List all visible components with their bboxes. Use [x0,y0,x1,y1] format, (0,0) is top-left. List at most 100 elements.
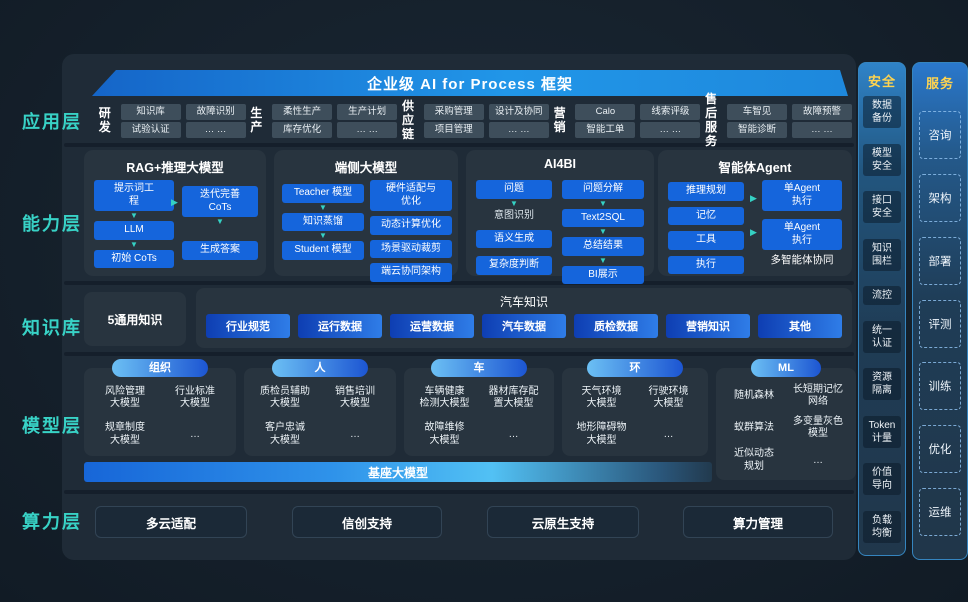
step-button: 单Agent 执行 [762,219,842,250]
step-button: Student 模型 [282,241,364,260]
step-button: 提示词工 程 [94,180,174,211]
model-cell: 故障维修 大模型 [424,422,465,446]
model-cell: 风险管理 大模型 [105,385,145,410]
security-item: 流控 [863,286,901,306]
step-button: 端云协同架构 [370,263,452,282]
app-chip: 线索评级 … … [640,104,701,138]
arrow-down-icon: ▼ [319,202,327,212]
knowledge-button-row: 行业规范 运行数据 运营数据 汽车数据 质检数据 营销知识 其他 [206,314,842,338]
security-items: 数据 备份 模型 安全 接口 安全 知识 围栏 流控 统一 认证 资源 隔离 T… [859,90,905,555]
layer-label-compute: 算力层 [22,512,82,532]
model-cell: 客户忠诚 大模型 [265,422,305,446]
app-domain-label: 生产 [250,106,263,134]
arrow-down-icon: ▼ [510,198,518,208]
chip-line: Calo [575,104,636,120]
model-group-people: 人 质检员辅助 大模型 销售培训 大模型 客户忠诚 大模型 … [244,359,396,456]
chip-line: 项目管理 [423,121,484,138]
step-button: 语义生成 [476,229,552,248]
model-group-ml: ML 随机森林 长短期记忆 网络 蚁群算法 多变量灰色 模型 近似动态 规划 … [716,359,856,480]
arrow-down-icon: ▼ [599,255,607,265]
service-item: 训练 [919,362,961,411]
security-column: 安全 数据 备份 模型 安全 接口 安全 知识 围栏 流控 统一 认证 资源 隔… [858,62,906,556]
compute-item: 算力管理 [683,506,833,538]
app-chip: 设计及协同 … … [488,104,549,138]
general-knowledge-box: 5通用知识 [84,292,186,346]
security-item: 资源 隔离 [863,368,901,401]
model-cell: 随机森林 [734,389,774,401]
base-model-bar: 基座大模型 [84,462,712,482]
box-title: 端侧大模型 [334,161,398,175]
app-group-supply-chain: 供应 链 采购管理 项目管理 设计及协同 … … [397,99,549,141]
chip-line: 智能工单 [575,122,636,138]
page-title: 企业级 AI for Process 框架 [366,75,574,93]
step-text: 意图识别 [494,209,534,221]
step-button: 场景驱动裁剪 [370,239,452,258]
chip-line: 车智见 [726,104,787,120]
title-banner: 企业级 AI for Process 框架 [92,70,848,96]
service-item: 评测 [919,299,961,348]
model-cell: 多变量灰色 模型 [793,415,843,440]
compute-item: 云原生支持 [487,506,639,538]
knowledge-button: 运行数据 [298,314,382,338]
app-chip: 故障预警 … … [791,104,852,138]
model-cell: 行驶环境 大模型 [648,385,689,410]
security-title: 安全 [867,74,896,89]
model-cell: 规章制度 大模型 [105,422,145,446]
service-item: 优化 [919,425,961,474]
chip-line: 故障预警 [791,104,852,120]
app-group-production: 生产 柔性生产 库存优化 生产计划 … … [246,104,398,138]
model-cell: … [350,428,360,440]
compute-item: 信创支持 [292,506,442,538]
app-domain-label: 供应 链 [401,99,414,141]
app-group-rd: 研发 知识库 试验认证 故障识别 … … [94,104,246,138]
app-group-marketing: 营销 Calo 智能工单 线索评级 … … [549,104,701,138]
box-title: AI4BI [544,157,576,171]
chip-line: … … [488,121,549,138]
app-chip: 柔性生产 库存优化 [272,104,333,138]
security-item: 知识 围栏 [863,238,901,271]
ai4bi-box: AI4BI 问题 ▼ 意图识别 语义生成 复杂度判断 问题分解 ▼ Text2S… [466,150,654,284]
service-items: 咨询 架构 部署 评测 训练 优化 运维 [913,96,967,559]
model-cell: 质检员辅助 大模型 [260,385,310,410]
service-item: 咨询 [919,110,961,159]
group-pill: 环 [587,359,683,377]
model-cell: 器材库存配 置大模型 [488,385,539,410]
arrow-right-icon: ▶ [750,193,757,203]
arrow-down-icon: ▼ [319,231,327,240]
chip-line: 知识库 [120,104,181,120]
layer-divider [64,490,854,494]
group-pill: 人 [272,359,368,377]
chip-line: 生产计划 [337,104,398,120]
knowledge-button: 运营数据 [390,314,474,338]
layer-divider [64,281,854,285]
layer-divider [64,143,854,147]
service-column: 服务 咨询 架构 部署 评测 训练 优化 运维 [912,62,968,560]
model-cell: 蚁群算法 [734,422,774,434]
model-cell: … [663,428,674,440]
group-pill: 组织 [112,359,208,377]
security-item: 统一 认证 [863,320,901,353]
step-button: 推理规划 [668,182,744,201]
app-chip: 故障识别 … … [185,104,246,138]
step-button: BI展示 [562,265,644,284]
chip-line: … … [791,122,852,138]
step-button: 迭代完善 CoTs [182,186,258,217]
step-button: 动态计算优化 [370,216,452,235]
arrow-down-icon: ▼ [599,227,607,236]
general-knowledge-label: 5通用知识 [107,312,163,327]
model-group-vehicle: 车 车辆健康 检测大模型 器材库存配 置大模型 故障维修 大模型 … [404,359,554,456]
model-cell: 近似动态 规划 [734,448,774,472]
step-button: 记忆 [668,206,744,225]
chip-line: 采购管理 [423,104,484,120]
service-item: 部署 [919,236,961,285]
model-cell: … [190,428,200,440]
app-domain-label: 研发 [98,106,111,134]
box-title: RAG+推理大模型 [126,161,224,175]
app-domain-label: 营销 [553,106,566,134]
step-button: 总结结果 [562,237,644,256]
app-chip: 生产计划 … … [337,104,398,138]
step-button: 单Agent 执行 [762,180,842,211]
model-cell: 长短期记忆 网络 [793,383,843,408]
model-group-environment: 环 天气环境 大模型 行驶环境 大模型 地形障碍物 大模型 … [562,359,708,456]
